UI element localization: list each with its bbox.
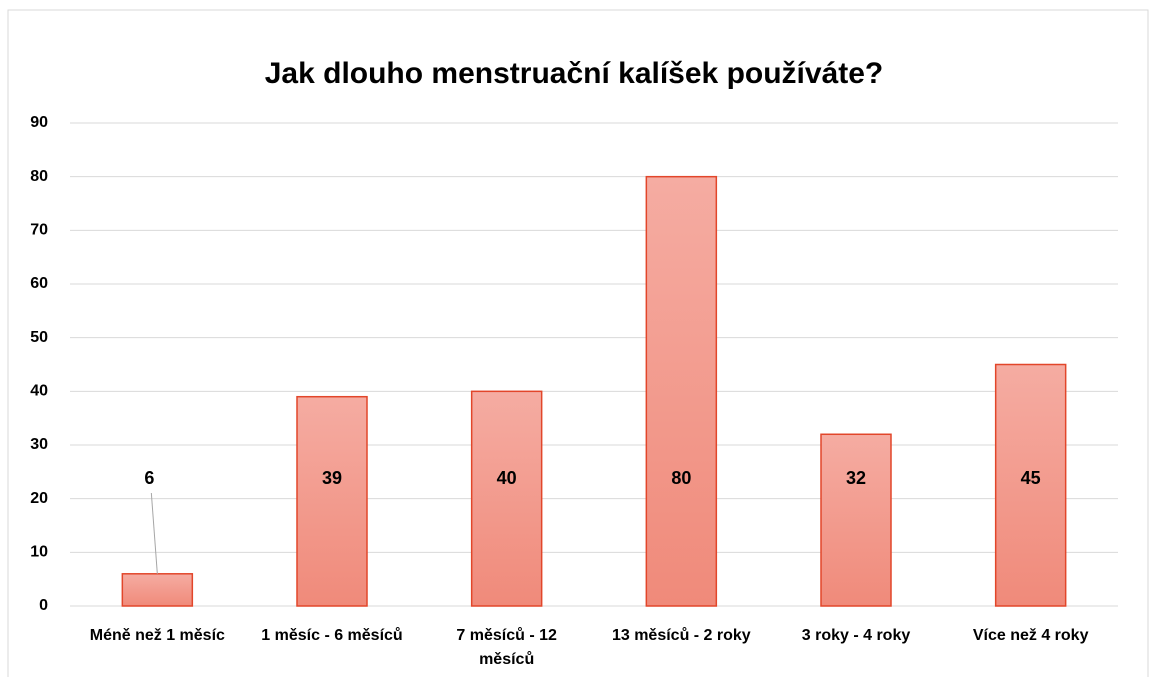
y-tick-label: 70 bbox=[30, 222, 48, 239]
x-tick-label: 7 měsíců - 12 měsíců bbox=[456, 627, 557, 668]
data-label: 39 bbox=[322, 468, 342, 488]
bar bbox=[994, 363, 1067, 607]
y-tick-label: 80 bbox=[30, 168, 48, 185]
data-label: 40 bbox=[497, 468, 517, 488]
y-tick-label: 60 bbox=[30, 275, 48, 292]
data-label: 32 bbox=[846, 468, 866, 488]
y-tick-label: 0 bbox=[39, 597, 48, 614]
x-tick-label: 13 měsíců - 2 roky bbox=[611, 627, 751, 644]
bar bbox=[296, 395, 368, 607]
y-tick-label: 10 bbox=[30, 544, 48, 561]
bar bbox=[820, 433, 892, 607]
y-tick-label: 90 bbox=[30, 114, 48, 131]
chart-border bbox=[7, 9, 1149, 677]
leader-line bbox=[150, 492, 158, 574]
bar bbox=[645, 175, 718, 607]
y-tick-label: 40 bbox=[30, 383, 48, 400]
y-tick-label: 50 bbox=[30, 329, 48, 346]
x-tick-label: 1 měsíc - 6 měsíců bbox=[261, 627, 403, 644]
bar bbox=[121, 573, 194, 607]
y-tick-label: 30 bbox=[30, 436, 48, 453]
x-tick-label: 3 roky - 4 roky bbox=[801, 627, 911, 644]
x-tick-label: Méně než 1 měsíc bbox=[89, 627, 225, 644]
y-tick-label: 20 bbox=[30, 490, 48, 507]
data-label: 45 bbox=[1021, 468, 1041, 488]
data-label: 6 bbox=[144, 468, 154, 488]
chart-title: Jak dlouho menstruační kalíšek používáte… bbox=[265, 57, 884, 90]
bar bbox=[470, 390, 543, 607]
x-tick-label: Více než 4 roky bbox=[972, 627, 1089, 644]
data-label: 80 bbox=[671, 468, 691, 488]
